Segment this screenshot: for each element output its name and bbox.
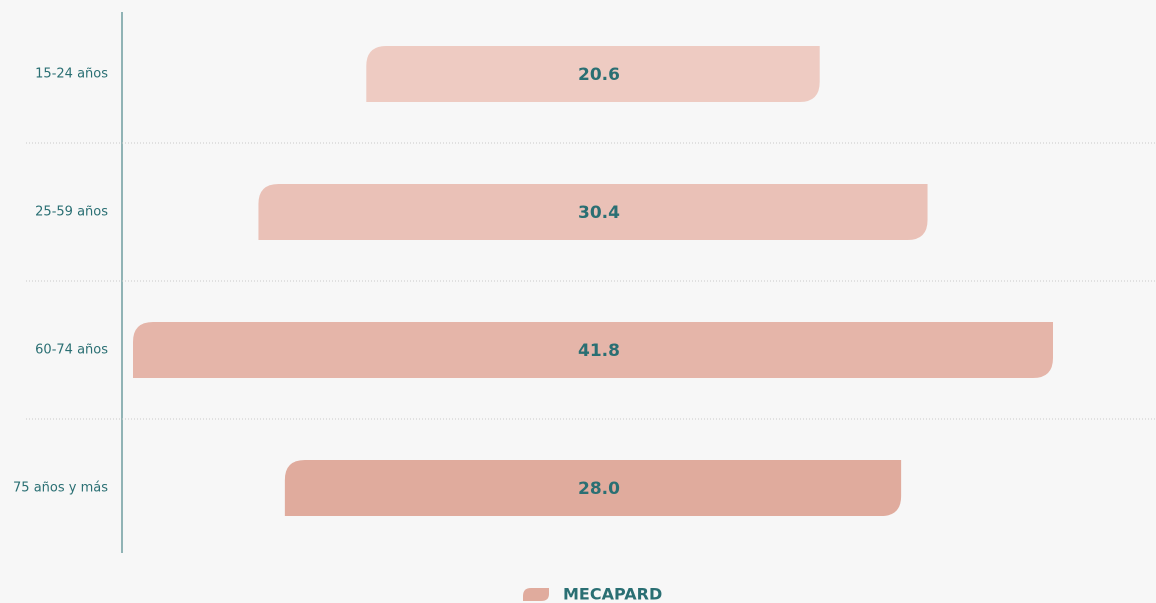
value-label: 41.8 <box>578 341 620 361</box>
bar <box>133 322 1053 378</box>
bar <box>258 184 928 240</box>
legend-label: MECAPARD <box>563 585 662 603</box>
category-label: 75 años y más <box>13 481 108 496</box>
value-label: 20.6 <box>578 65 620 85</box>
legend-swatch <box>523 588 549 601</box>
value-label: 30.4 <box>578 203 620 223</box>
category-label: 15-24 años <box>35 67 108 82</box>
category-label: 25-59 años <box>35 205 108 220</box>
bar <box>284 460 902 516</box>
value-label: 28.0 <box>578 479 620 499</box>
category-label: 60-74 años <box>35 343 108 358</box>
bar <box>366 46 820 102</box>
